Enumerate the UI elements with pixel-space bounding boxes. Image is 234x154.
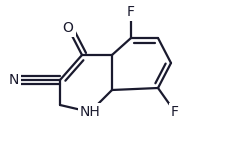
Text: F: F	[127, 5, 135, 19]
Text: O: O	[62, 21, 73, 35]
Text: NH: NH	[80, 105, 100, 119]
Text: F: F	[171, 105, 179, 119]
Text: N: N	[9, 73, 19, 87]
